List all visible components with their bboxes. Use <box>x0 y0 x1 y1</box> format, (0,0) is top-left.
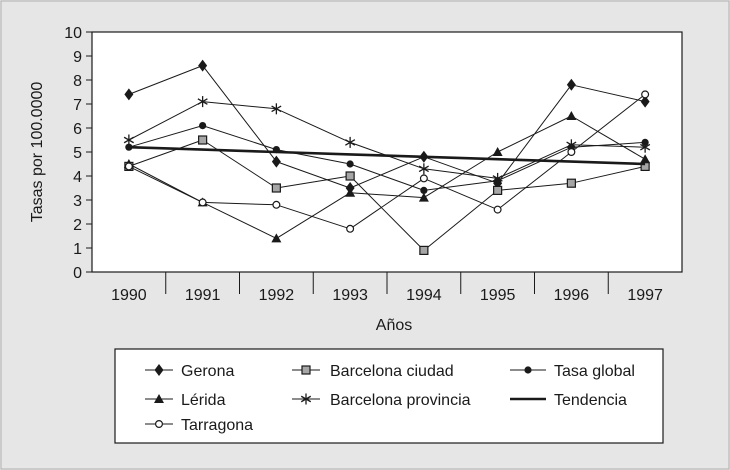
data-point <box>272 200 281 209</box>
y-tick-label: 7 <box>73 97 82 114</box>
data-point <box>199 122 207 130</box>
data-point <box>640 95 650 108</box>
data-point <box>492 172 503 184</box>
legend-label: Tendencia <box>554 392 627 409</box>
data-point <box>493 185 503 195</box>
data-point <box>198 135 208 145</box>
data-point <box>492 147 503 156</box>
legend-label: Tarragona <box>181 417 253 434</box>
data-point <box>197 96 208 108</box>
series-line <box>128 125 646 191</box>
y-tick-label: 10 <box>64 25 82 42</box>
legend-marker <box>155 420 164 429</box>
legend: Gerona Barcelona ciudad Tasa global Lérida B… <box>145 363 635 434</box>
x-tick-label: 1991 <box>185 287 221 304</box>
x-tick-label: 1995 <box>480 287 516 304</box>
data-point <box>640 141 651 153</box>
series-line <box>128 139 646 251</box>
series-line <box>128 115 646 239</box>
data-point <box>418 163 429 175</box>
x-axis-title: Años <box>376 317 412 334</box>
data-point <box>640 154 651 164</box>
x-tick-label: 1994 <box>406 287 442 304</box>
data-point <box>198 59 208 72</box>
data-point <box>567 148 576 157</box>
y-tick-label: 3 <box>73 193 82 210</box>
data-point <box>124 162 133 171</box>
series-line <box>128 94 646 230</box>
data-point <box>493 205 502 214</box>
x-tick-label: 1990 <box>111 287 147 304</box>
y-tick-label: 2 <box>73 217 82 234</box>
y-tick-label: 6 <box>73 121 82 138</box>
y-tick-label: 1 <box>73 241 82 258</box>
series-line <box>128 65 646 189</box>
data-point <box>346 160 354 168</box>
legend-marker <box>524 366 532 374</box>
plot-area <box>91 31 683 273</box>
data-point <box>566 78 576 91</box>
axes: 0 1 2 3 4 5 6 7 8 9 10 1990 1991 1992 1993 1994 1995 1996… <box>64 25 663 304</box>
y-tick-label: 0 <box>73 265 82 282</box>
y-tick-label: 8 <box>73 73 82 90</box>
y-tick-label: 5 <box>73 145 82 162</box>
data-point <box>271 155 281 168</box>
legend-marker <box>154 394 164 403</box>
data-point <box>271 183 281 193</box>
legend-label: Barcelona ciudad <box>330 363 454 380</box>
series-lines <box>123 59 651 255</box>
legend-label: Gerona <box>181 363 234 380</box>
x-tick-label: 1996 <box>554 287 590 304</box>
x-tick-label: 1993 <box>332 287 368 304</box>
data-point <box>271 233 282 243</box>
data-point <box>346 224 355 233</box>
data-point <box>125 143 133 151</box>
legend-marker <box>301 365 311 375</box>
legend-label: Tasa global <box>554 363 635 380</box>
data-point <box>345 136 356 148</box>
data-point <box>345 187 356 197</box>
data-point <box>566 178 576 188</box>
data-point <box>420 186 428 194</box>
legend-marker <box>154 364 164 376</box>
legend-marker <box>300 393 312 405</box>
legend-label: Lérida <box>181 392 226 409</box>
x-tick-label: 1992 <box>259 287 295 304</box>
y-axis-title: Tasas por 100.0000 <box>29 82 46 223</box>
data-point <box>198 198 207 207</box>
data-point <box>419 174 428 183</box>
data-point <box>124 88 134 101</box>
x-tick-label: 1997 <box>627 287 663 304</box>
legend-label: Barcelona provincia <box>330 392 471 409</box>
data-point <box>345 171 355 181</box>
data-point <box>123 134 134 146</box>
legend-box <box>114 348 664 444</box>
data-point <box>419 245 429 255</box>
data-point <box>641 90 650 99</box>
data-point <box>271 103 282 115</box>
y-tick-label: 4 <box>73 169 82 186</box>
y-tick-label: 9 <box>73 49 82 66</box>
data-point <box>418 192 429 202</box>
data-point <box>566 111 577 120</box>
